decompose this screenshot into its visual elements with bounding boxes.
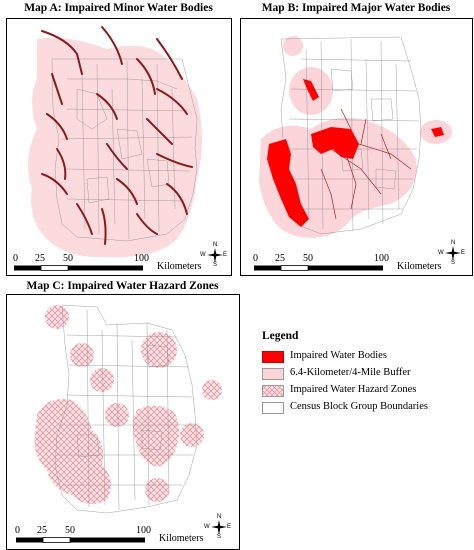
map-c-unit-label: Kilometers bbox=[159, 533, 204, 544]
map-b-compass-icon: N S W E bbox=[438, 240, 466, 266]
map-a-frame[interactable]: 0 25 50 100 Kilometers N S W E bbox=[6, 18, 232, 276]
map-a-canvas bbox=[28, 26, 202, 258]
swatch-buffer bbox=[262, 368, 284, 380]
map-c-title: Map C: Impaired Water Hazard Zones bbox=[26, 280, 219, 292]
map-c-tracts bbox=[54, 304, 198, 514]
map-a-compass-icon: N S W E bbox=[200, 242, 228, 268]
map-c-panel: Map C: Impaired Water Hazard Zones bbox=[6, 280, 240, 550]
map-b-rivers bbox=[320, 108, 412, 220]
map-b-water bbox=[267, 79, 444, 227]
map-a-panel: Map A: Impaired Minor Water Bodies bbox=[6, 2, 232, 276]
scale-tick-0: 0 bbox=[13, 253, 18, 264]
map-a-buffers bbox=[28, 37, 202, 258]
map-c-frame[interactable]: 0 25 50 100 Kilometers N S W E bbox=[6, 294, 240, 550]
map-a-scalebar: 0 25 50 100 bbox=[13, 253, 153, 273]
map-b-title: Map B: Impaired Major Water Bodies bbox=[261, 2, 451, 14]
scale-bar-graphic bbox=[254, 265, 383, 271]
scale-tick-100: 100 bbox=[134, 253, 149, 264]
map-b-unit-label: Kilometers bbox=[397, 261, 442, 272]
scale-tick-50: 50 bbox=[63, 253, 73, 264]
map-a-rivers bbox=[41, 26, 193, 245]
swatch-hazard-zones bbox=[262, 385, 284, 397]
swatch-water-bodies bbox=[262, 351, 284, 363]
map-b-scalebar: 0 25 50 100 bbox=[253, 253, 393, 273]
map-c-hazard-zones bbox=[34, 305, 222, 504]
map-c-canvas bbox=[34, 304, 222, 514]
map-a-title: Map A: Impaired Minor Water Bodies bbox=[24, 2, 213, 14]
swatch-census-boundaries bbox=[262, 402, 284, 414]
scale-tick-25: 25 bbox=[35, 253, 45, 264]
map-b-canvas bbox=[259, 36, 452, 238]
map-a-tracts bbox=[51, 58, 198, 242]
map-c-compass-icon: N S W E bbox=[204, 514, 232, 540]
map-a-unit-label: Kilometers bbox=[157, 261, 202, 272]
legend: Legend Impaired Water Bodies 6.4-Kilomet… bbox=[262, 330, 428, 414]
scale-bar-graphic bbox=[16, 537, 145, 543]
map-c-scalebar: 0 25 50 100 bbox=[15, 525, 155, 545]
map-b-frame[interactable]: 0 25 50 100 Kilometers N S W E bbox=[240, 18, 473, 276]
legend-title: Legend bbox=[262, 330, 299, 342]
scale-bar-graphic bbox=[14, 265, 143, 271]
map-b-panel: Map B: Impaired Major Water Bodies bbox=[240, 2, 473, 276]
